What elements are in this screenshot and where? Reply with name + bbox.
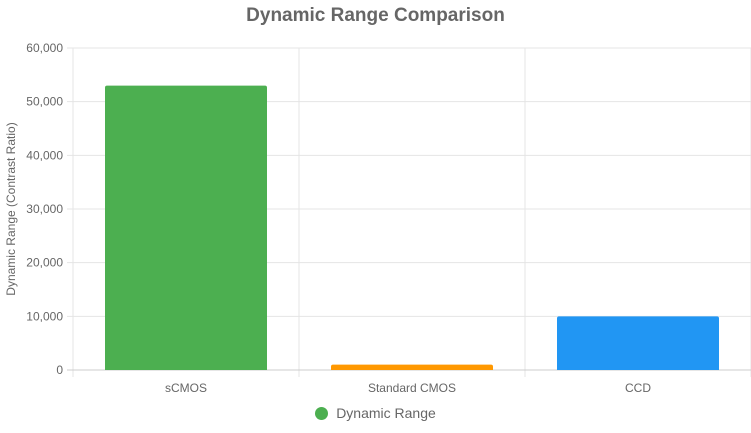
y-tick-label: 50,000 [26, 95, 63, 109]
y-tick-label: 30,000 [26, 202, 63, 216]
y-axis-label: Dynamic Range (Contrast Ratio) [4, 122, 18, 295]
x-tick-label: Standard CMOS [368, 381, 456, 395]
y-tick-label: 0 [56, 363, 63, 377]
bar-ccd[interactable] [557, 316, 719, 370]
x-tick-label: sCMOS [165, 381, 207, 395]
chart-title: Dynamic Range Comparison [246, 5, 505, 26]
bar-scmos[interactable] [105, 85, 267, 371]
y-tick-label: 10,000 [26, 309, 63, 323]
y-tick-label: 20,000 [26, 256, 63, 270]
legend-color-icon [315, 406, 329, 420]
bar-standard-cmos[interactable] [331, 364, 493, 370]
y-tick-label: 40,000 [26, 148, 63, 162]
legend-label: Dynamic Range [336, 405, 436, 421]
x-tick-label: CCD [625, 381, 651, 395]
y-tick-label: 60,000 [26, 41, 63, 55]
legend[interactable]: Dynamic Range [0, 405, 751, 421]
